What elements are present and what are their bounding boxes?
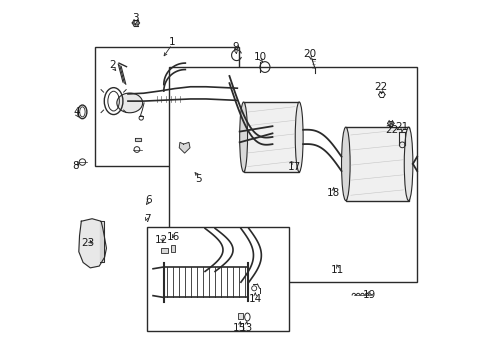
Ellipse shape	[341, 127, 349, 201]
Text: 13: 13	[239, 323, 252, 333]
Text: 23: 23	[81, 238, 94, 248]
Text: 12: 12	[154, 235, 167, 245]
Text: 10: 10	[254, 52, 266, 62]
Text: 7: 7	[143, 215, 150, 224]
Text: 18: 18	[326, 188, 339, 198]
Ellipse shape	[117, 93, 142, 113]
Text: 14: 14	[248, 294, 262, 304]
Polygon shape	[100, 221, 104, 262]
Bar	[345, 127, 408, 201]
Text: 17: 17	[287, 162, 301, 172]
Ellipse shape	[295, 102, 303, 172]
Text: 8: 8	[73, 161, 79, 171]
Text: 5: 5	[195, 174, 202, 184]
Text: 22: 22	[384, 125, 397, 135]
Ellipse shape	[404, 127, 412, 201]
Text: 20: 20	[303, 49, 316, 59]
Polygon shape	[79, 219, 106, 268]
Text: 2: 2	[109, 60, 116, 70]
Text: 4: 4	[73, 107, 80, 117]
Text: 19: 19	[362, 291, 375, 301]
Polygon shape	[135, 138, 140, 141]
Bar	[169, 67, 416, 282]
Polygon shape	[179, 142, 190, 153]
Bar	[147, 227, 288, 331]
Text: 16: 16	[167, 232, 180, 242]
Text: 1: 1	[168, 37, 175, 47]
Text: 11: 11	[330, 265, 344, 275]
Text: 6: 6	[145, 195, 152, 205]
Bar	[243, 102, 299, 172]
Text: 15: 15	[233, 323, 246, 333]
Bar	[95, 47, 239, 166]
Bar	[170, 245, 175, 252]
Text: 3: 3	[132, 13, 138, 23]
Text: 22: 22	[373, 82, 386, 92]
Text: 9: 9	[232, 42, 239, 52]
Ellipse shape	[239, 102, 247, 172]
Bar	[238, 314, 243, 319]
Text: 21: 21	[395, 122, 408, 132]
Bar	[161, 248, 167, 253]
